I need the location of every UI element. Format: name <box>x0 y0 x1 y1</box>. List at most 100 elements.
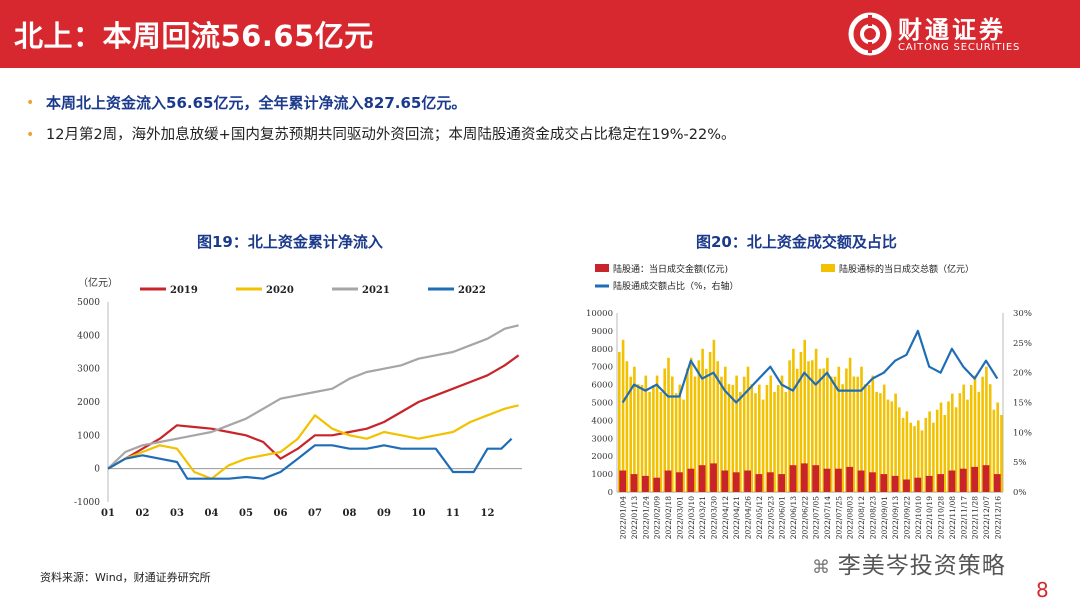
market-turnover-bar <box>973 375 977 492</box>
x-tick-label: 2022/12/07 <box>982 496 991 539</box>
y-tick-label: 2000 <box>591 452 613 462</box>
y-tick-label: 1000 <box>77 431 100 441</box>
northbound-turnover-bar <box>869 472 876 492</box>
market-turnover-bar <box>818 368 822 492</box>
northbound-turnover-bar <box>846 466 854 492</box>
market-turnover-bar <box>780 375 784 492</box>
x-tick-label: 2022/10/28 <box>937 496 946 539</box>
market-turnover-bar <box>924 417 928 492</box>
x-tick-label: 2022/06/01 <box>778 496 787 539</box>
market-turnover-bar <box>678 384 682 492</box>
market-turnover-bar <box>962 384 965 492</box>
x-tick-label: 2022/03/30 <box>710 496 719 539</box>
market-turnover-bar <box>671 376 674 492</box>
company-logo: 财通证券 CAITONG SECURITIES <box>848 10 1048 60</box>
northbound-turnover-bar <box>664 470 672 492</box>
market-turnover-bar <box>739 391 742 492</box>
chart19-ylabel: （亿元） <box>78 276 118 289</box>
market-turnover-bar <box>633 366 636 492</box>
ratio-line <box>621 329 999 404</box>
northbound-turnover-bar <box>676 472 683 492</box>
market-turnover-bar <box>655 375 659 492</box>
y-tick-label: 5000 <box>591 399 613 409</box>
market-turnover-bar <box>860 366 863 492</box>
market-turnover-bar <box>761 399 765 492</box>
legend-swatch-market <box>821 264 835 272</box>
page-title: 北上：本周回流56.65亿元 <box>14 19 374 53</box>
market-turnover-bar <box>712 339 716 492</box>
market-turnover-bar <box>807 361 810 492</box>
market-turnover-bar <box>920 430 924 492</box>
x-tick-label: 2022/09/01 <box>880 496 889 539</box>
market-turnover-bar <box>708 352 712 492</box>
legend-label-northbound: 陆股通：当日成交金额(亿元) <box>613 263 728 275</box>
northbound-turnover-bar <box>982 465 990 492</box>
legend-label-2020: 2020 <box>266 285 294 296</box>
market-turnover-bar <box>659 391 663 492</box>
logo-text-en: CAITONG SECURITIES <box>898 42 1021 53</box>
x-tick-label: 2022/04/21 <box>732 496 741 539</box>
y2-tick-label: 30% <box>1013 309 1032 319</box>
northbound-turnover-bar <box>619 470 627 492</box>
market-turnover-bar <box>735 375 738 492</box>
legend-label-2021: 2021 <box>362 285 390 296</box>
header-bar: 北上：本周回流56.65亿元 财通证券 CAITONG SECURITIES <box>0 0 1080 68</box>
x-tick-label: 2022/04/12 <box>721 496 730 539</box>
market-turnover-bar <box>750 384 754 492</box>
x-tick-label: 01 <box>101 508 115 519</box>
northbound-turnover-bar <box>744 470 751 492</box>
market-turnover-bar <box>674 393 678 492</box>
x-tick-label: 2022/02/09 <box>653 496 662 539</box>
legend-label-2022: 2022 <box>458 285 486 296</box>
legend-swatch-northbound <box>595 264 609 272</box>
market-turnover-bar <box>882 384 886 492</box>
market-turnover-bar <box>686 368 689 492</box>
x-tick-label: 2022/07/05 <box>812 496 821 539</box>
market-turnover-bar <box>852 376 856 492</box>
x-tick-label: 2022/05/12 <box>755 496 764 539</box>
market-turnover-bar <box>928 411 931 492</box>
market-turnover-bar <box>667 357 670 493</box>
legend-label-ratio: 陆股通成交额占比（%，右轴） <box>613 280 739 292</box>
market-turnover-bar <box>663 368 666 492</box>
chart19-cumulative-inflow: （亿元）2019 2020 2021 202250004000300020001000… <box>74 276 522 519</box>
bullet-list: • 本周北上资金流入56.65亿元，全年累计净流入827.65亿元。 • 12月… <box>26 93 736 157</box>
northbound-turnover-bar <box>959 468 967 492</box>
northbound-turnover-bar <box>823 468 831 492</box>
y-tick-label: 5000 <box>77 298 100 308</box>
northbound-turnover-bar <box>880 474 888 492</box>
y-tick-label: 7000 <box>591 363 613 373</box>
northbound-turnover-bar <box>687 468 695 492</box>
x-tick-label: 07 <box>308 508 322 519</box>
market-turnover-bar <box>879 393 882 492</box>
market-turnover-bar <box>837 366 841 492</box>
northbound-turnover-bar <box>789 465 797 492</box>
market-turnover-bar <box>871 375 875 492</box>
market-turnover-bar <box>776 385 780 492</box>
market-turnover-bar <box>724 366 727 492</box>
northbound-turnover-bar <box>800 463 808 492</box>
x-tick-label: 2022/03/01 <box>675 496 684 539</box>
market-turnover-bar <box>969 385 973 492</box>
x-tick-label: 05 <box>239 508 253 519</box>
market-turnover-bar <box>886 399 890 492</box>
market-turnover-bar <box>648 391 651 492</box>
chart20-turnover-ratio: 陆股通：当日成交金额(亿元) 陆股通标的当日成交总额（亿元） 陆股通成交额占比（%，… <box>586 263 1032 539</box>
series-line-2019 <box>107 354 520 470</box>
market-turnover-bar <box>765 385 769 492</box>
x-tick-label: 2022/06/13 <box>789 496 798 539</box>
northbound-turnover-bar <box>948 470 956 492</box>
market-turnover-bar <box>966 399 969 492</box>
x-tick-label: 12 <box>481 508 495 519</box>
northbound-turnover-bar <box>993 474 1001 492</box>
x-tick-label: 2022/01/04 <box>619 496 628 539</box>
northbound-turnover-bar <box>710 463 717 492</box>
series-line-2022 <box>107 437 513 480</box>
market-turnover-bar <box>845 368 848 492</box>
market-turnover-bar <box>640 385 644 492</box>
y-tick-label: 3000 <box>591 434 613 444</box>
x-tick-label: 2022/09/13 <box>891 496 900 539</box>
market-turnover-bar <box>905 411 909 492</box>
market-turnover-bar <box>833 376 837 492</box>
northbound-turnover-bar <box>766 472 774 492</box>
